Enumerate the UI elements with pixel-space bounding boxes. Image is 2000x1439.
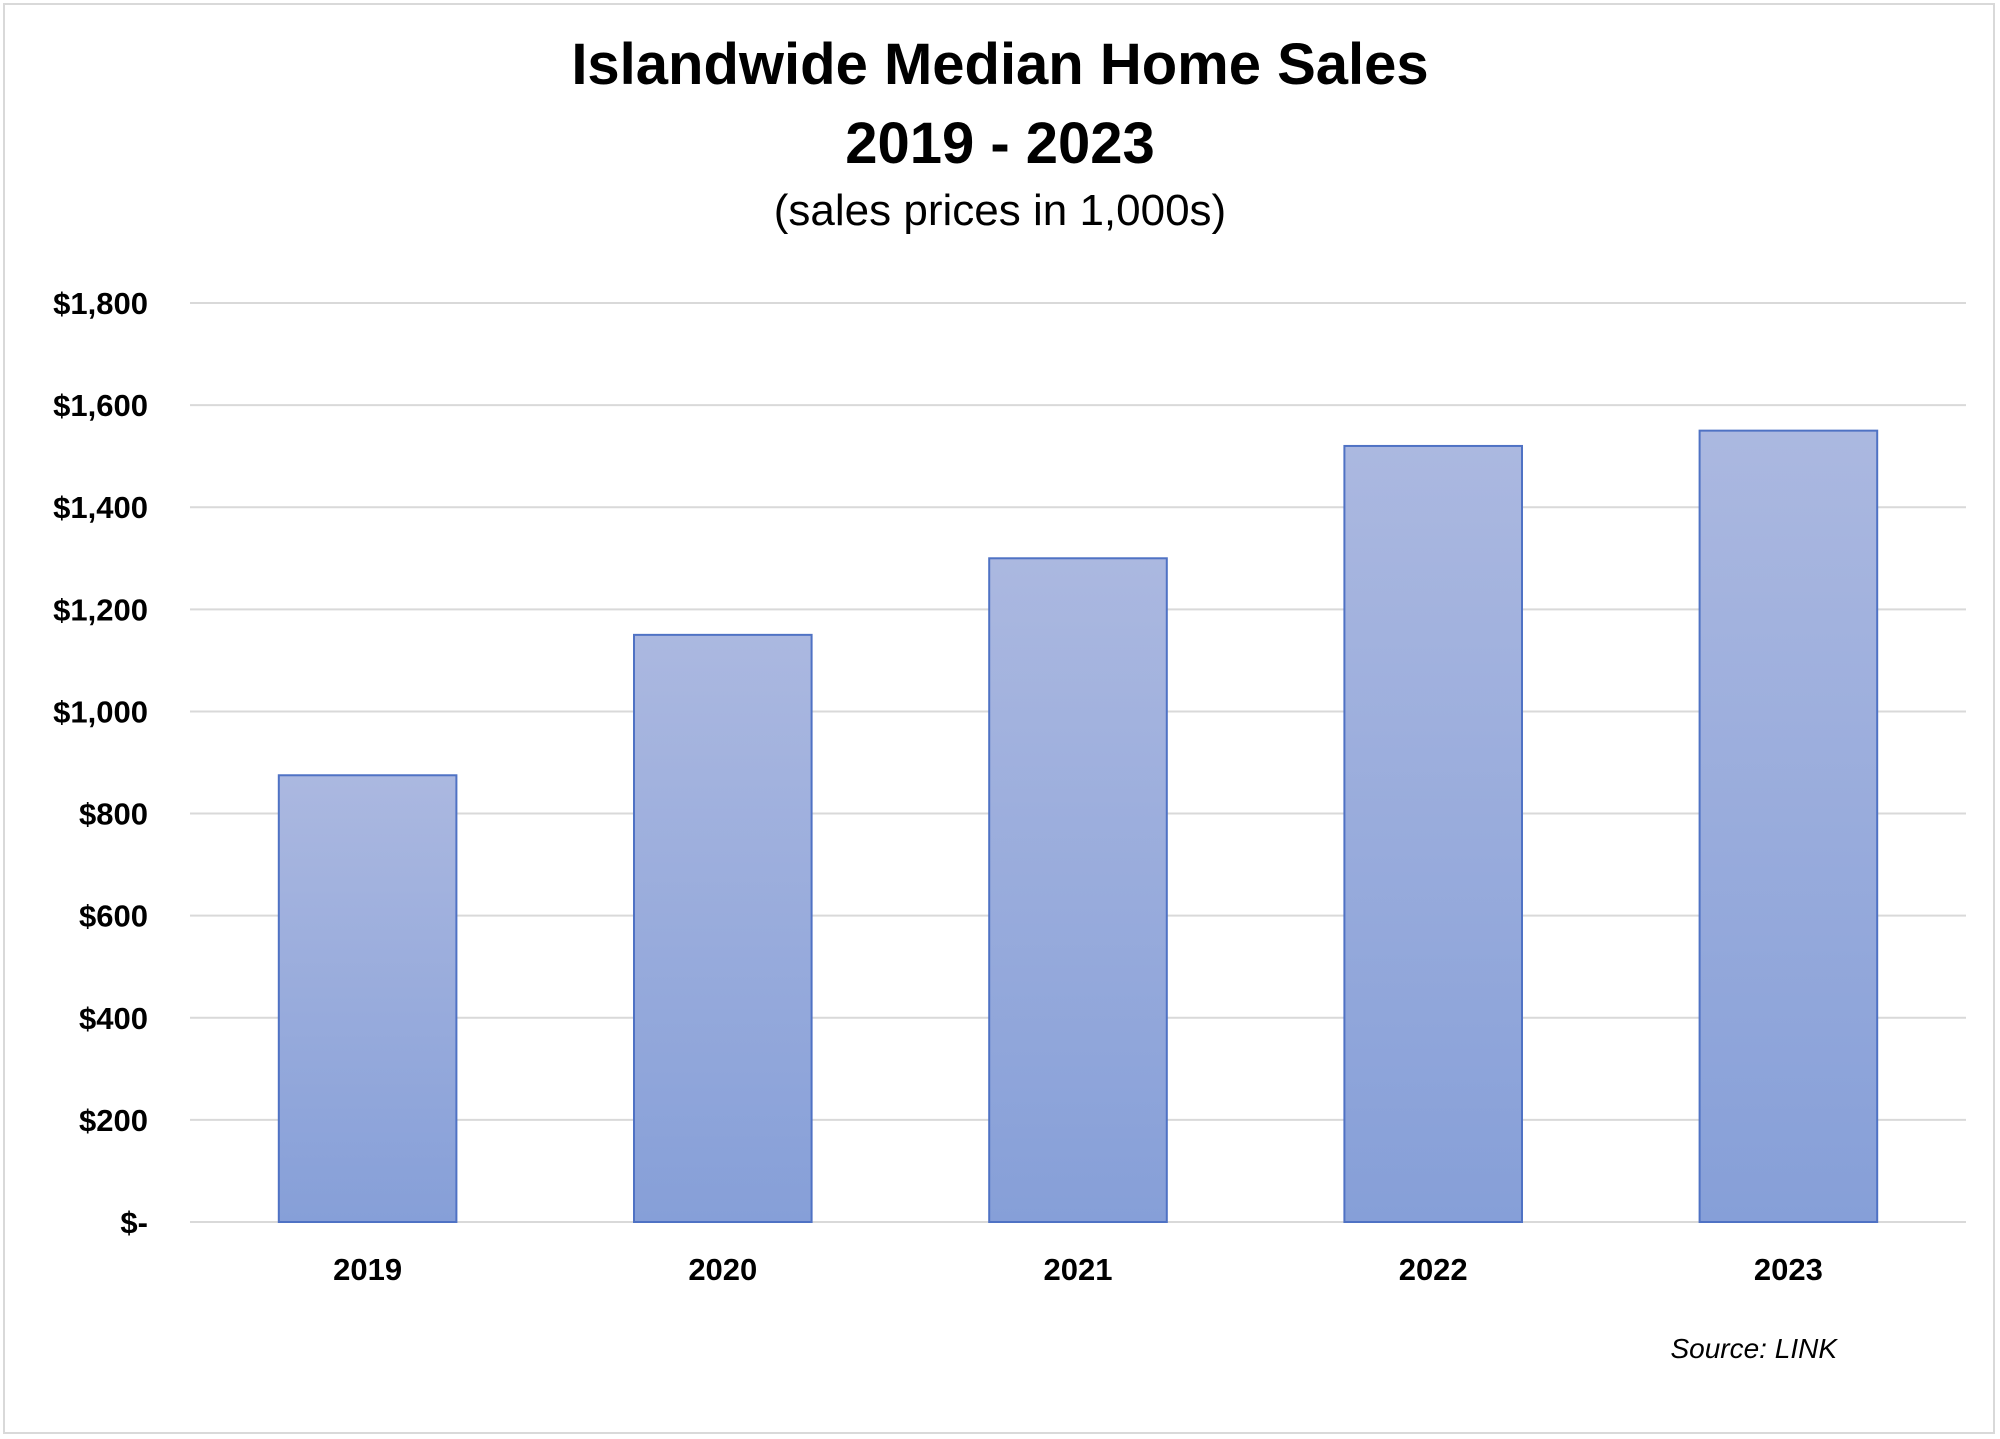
- y-tick-label: $-: [120, 1205, 148, 1240]
- x-tick-label: 2020: [688, 1252, 757, 1287]
- x-tick-label: 2023: [1754, 1252, 1823, 1287]
- x-tick-label: 2022: [1399, 1252, 1468, 1287]
- x-tick-label: 2019: [333, 1252, 402, 1287]
- y-tick-label: $200: [79, 1103, 148, 1138]
- y-tick-label: $400: [79, 1001, 148, 1036]
- y-tick-label: $1,200: [53, 592, 148, 627]
- x-tick-label: 2021: [1044, 1252, 1113, 1287]
- gridlines: [190, 302, 1966, 1223]
- y-tick-label: $1,800: [53, 286, 148, 321]
- source-note: Source: LINK: [1670, 1333, 1838, 1364]
- bar-2022: [1343, 444, 1524, 1223]
- bar-2019: [277, 774, 458, 1224]
- bar-2021: [988, 557, 1168, 1223]
- y-axis-ticks: $- $200 $400 $600 $800 $1,000 $1,200 $1,400 $1,6…: [53, 286, 148, 1240]
- x-axis-ticks: 2019 2020 2021 2022 2023: [333, 1252, 1823, 1287]
- y-tick-label: $600: [79, 899, 148, 934]
- y-tick-label: $1,400: [53, 490, 148, 525]
- y-tick-label: $1,600: [53, 388, 148, 423]
- bar-2020: [633, 633, 813, 1223]
- chart-subtitle: (sales prices in 1,000s): [774, 186, 1226, 235]
- bar-2023: [1698, 429, 1879, 1223]
- y-tick-label: $1,000: [53, 694, 148, 729]
- y-tick-label: $800: [79, 797, 148, 832]
- bars: [277, 429, 1879, 1224]
- chart-title: Islandwide Median Home Sales: [571, 32, 1428, 97]
- chart-title-years: 2019 - 2023: [845, 111, 1155, 176]
